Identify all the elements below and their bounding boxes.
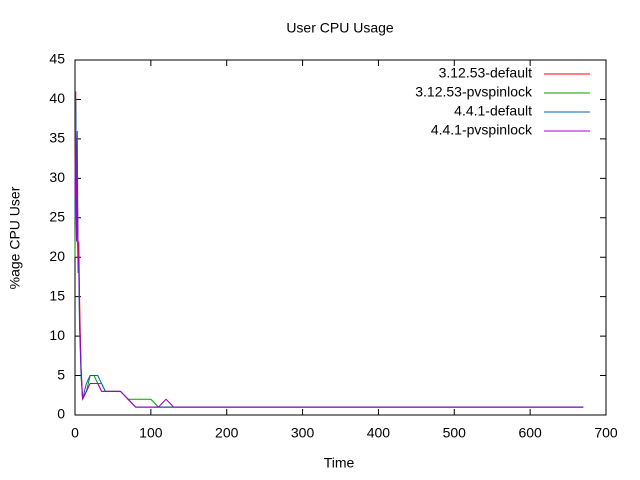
- x-tick-label: 100: [139, 425, 163, 441]
- series-line: [74, 91, 584, 408]
- y-tick-label: 20: [49, 248, 65, 264]
- chart-title: User CPU Usage: [286, 20, 394, 36]
- legend-label: 4.4.1-default: [454, 103, 532, 119]
- x-tick-label: 200: [215, 425, 239, 441]
- y-tick-label: 25: [49, 208, 65, 224]
- series-line: [74, 130, 584, 408]
- legend-label: 3.12.53-pvspinlock: [415, 84, 533, 100]
- y-tick-label: 35: [49, 130, 65, 146]
- x-axis-label: Time: [324, 455, 355, 471]
- y-tick-label: 30: [49, 169, 65, 185]
- y-tick-label: 15: [49, 287, 65, 303]
- x-tick-label: 700: [594, 425, 618, 441]
- legend-label: 4.4.1-pvspinlock: [431, 122, 533, 138]
- y-axis-label: %age CPU User: [7, 186, 23, 289]
- y-tick-label: 40: [49, 90, 65, 106]
- legend-label: 3.12.53-default: [439, 65, 533, 81]
- y-tick-label: 5: [57, 366, 65, 382]
- x-tick-label: 0: [71, 425, 79, 441]
- y-tick-label: 0: [57, 406, 65, 422]
- y-tick-label: 10: [49, 327, 65, 343]
- series-line: [74, 99, 584, 408]
- x-tick-label: 400: [367, 425, 391, 441]
- series-line: [74, 138, 584, 408]
- y-tick-label: 45: [49, 51, 65, 67]
- x-tick-label: 300: [291, 425, 315, 441]
- x-tick-label: 500: [443, 425, 467, 441]
- x-tick-label: 600: [518, 425, 542, 441]
